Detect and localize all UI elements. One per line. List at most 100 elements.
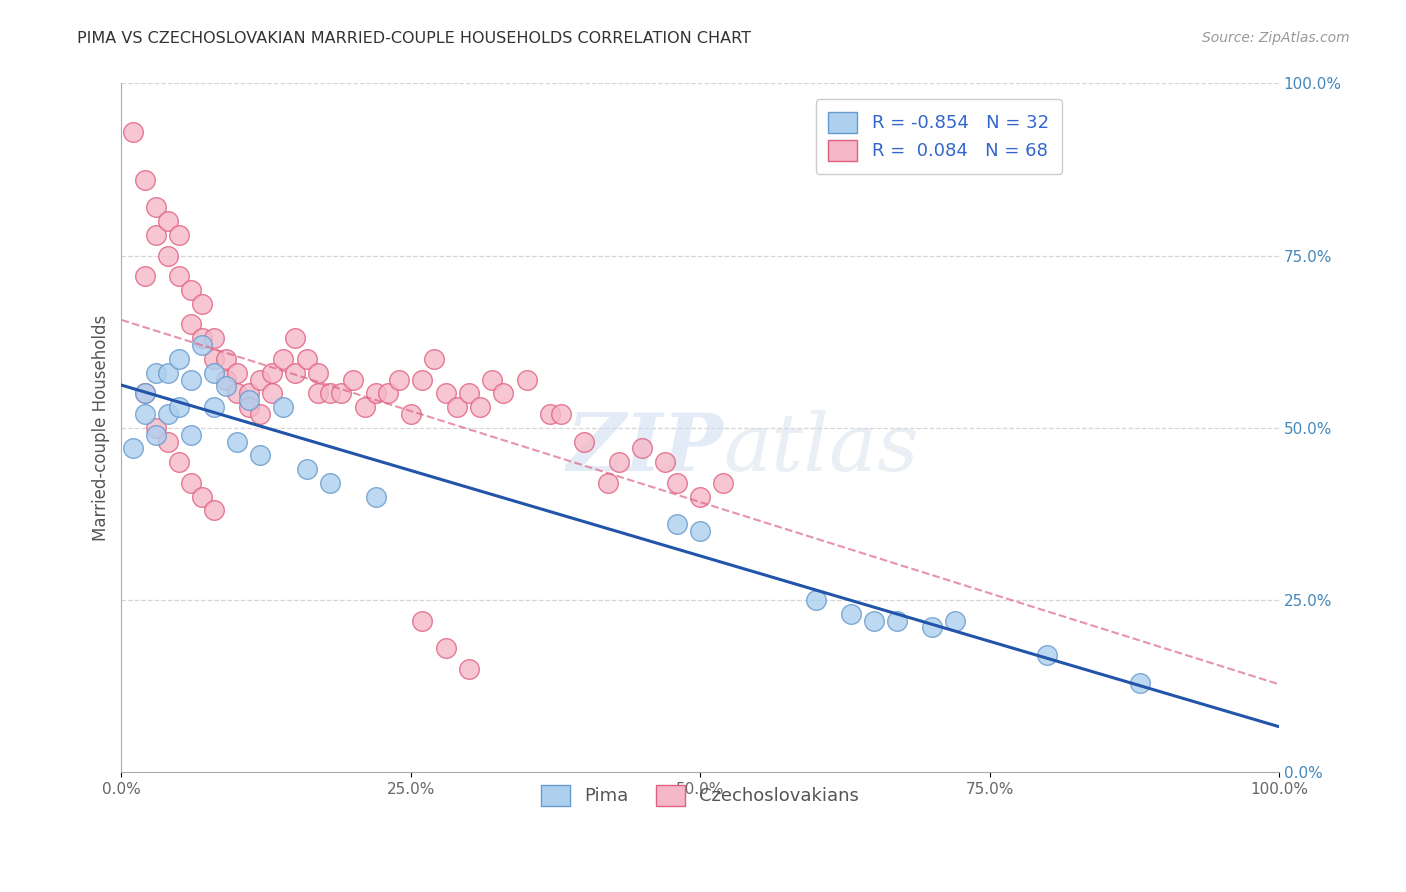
Point: [214, 379, 236, 393]
Point: [156, 214, 179, 228]
Point: [180, 475, 202, 490]
Point: [446, 400, 468, 414]
Point: [134, 407, 156, 421]
Point: [169, 455, 191, 469]
Point: [169, 227, 191, 242]
Point: [191, 490, 214, 504]
Point: [180, 283, 202, 297]
Text: ZIP: ZIP: [567, 409, 723, 487]
Point: [122, 442, 145, 456]
Point: [307, 366, 329, 380]
Point: [134, 386, 156, 401]
Point: [134, 269, 156, 284]
Point: [411, 614, 433, 628]
Point: [284, 331, 307, 345]
Point: [353, 400, 375, 414]
Point: [226, 366, 249, 380]
Point: [226, 434, 249, 449]
Point: [214, 351, 236, 366]
Point: [943, 614, 966, 628]
Point: [516, 373, 538, 387]
Point: [122, 125, 145, 139]
Point: [295, 351, 318, 366]
Point: [180, 373, 202, 387]
Point: [134, 386, 156, 401]
Point: [273, 400, 295, 414]
Point: [169, 400, 191, 414]
Point: [238, 393, 260, 408]
Point: [134, 173, 156, 187]
Point: [434, 386, 457, 401]
Point: [169, 351, 191, 366]
Point: [377, 386, 399, 401]
Point: [666, 475, 689, 490]
Point: [145, 427, 167, 442]
Point: [156, 407, 179, 421]
Point: [666, 517, 689, 532]
Point: [319, 475, 342, 490]
Point: [631, 442, 654, 456]
Point: [238, 400, 260, 414]
Point: [423, 351, 446, 366]
Point: [550, 407, 572, 421]
Point: [481, 373, 503, 387]
Point: [330, 386, 353, 401]
Point: [538, 407, 561, 421]
Legend: Pima, Czechoslovakians: Pima, Czechoslovakians: [533, 776, 868, 814]
Point: [169, 269, 191, 284]
Point: [886, 614, 908, 628]
Y-axis label: Married-couple Households: Married-couple Households: [93, 315, 110, 541]
Point: [249, 407, 271, 421]
Point: [470, 400, 492, 414]
Point: [399, 407, 422, 421]
Point: [689, 524, 711, 538]
Point: [492, 386, 515, 401]
Point: [921, 620, 943, 634]
Point: [180, 427, 202, 442]
Point: [260, 366, 283, 380]
Point: [342, 373, 364, 387]
Point: [202, 331, 225, 345]
Point: [202, 400, 225, 414]
Point: [839, 607, 862, 621]
Point: [434, 641, 457, 656]
Point: [411, 373, 433, 387]
Point: [457, 386, 479, 401]
Text: atlas: atlas: [723, 409, 918, 487]
Point: [689, 490, 711, 504]
Point: [191, 331, 214, 345]
Point: [249, 373, 271, 387]
Point: [156, 249, 179, 263]
Point: [156, 366, 179, 380]
Point: [1036, 648, 1059, 662]
Point: [156, 434, 179, 449]
Point: [295, 462, 318, 476]
Point: [226, 386, 249, 401]
Point: [654, 455, 676, 469]
Point: [319, 386, 342, 401]
Point: [284, 366, 307, 380]
Point: [180, 318, 202, 332]
Point: [249, 448, 271, 462]
Point: [596, 475, 619, 490]
Point: [388, 373, 411, 387]
Point: [214, 373, 236, 387]
Point: [145, 201, 167, 215]
Point: [202, 351, 225, 366]
Point: [307, 386, 329, 401]
Point: [260, 386, 283, 401]
Point: [711, 475, 734, 490]
Point: [145, 227, 167, 242]
Point: [574, 434, 596, 449]
Point: [238, 386, 260, 401]
Point: [364, 386, 387, 401]
Point: [862, 614, 884, 628]
Point: [191, 338, 214, 352]
Point: [273, 351, 295, 366]
Text: Source: ZipAtlas.com: Source: ZipAtlas.com: [1202, 31, 1350, 45]
Point: [364, 490, 387, 504]
Point: [145, 366, 167, 380]
Point: [607, 455, 630, 469]
Point: [202, 503, 225, 517]
Point: [202, 366, 225, 380]
